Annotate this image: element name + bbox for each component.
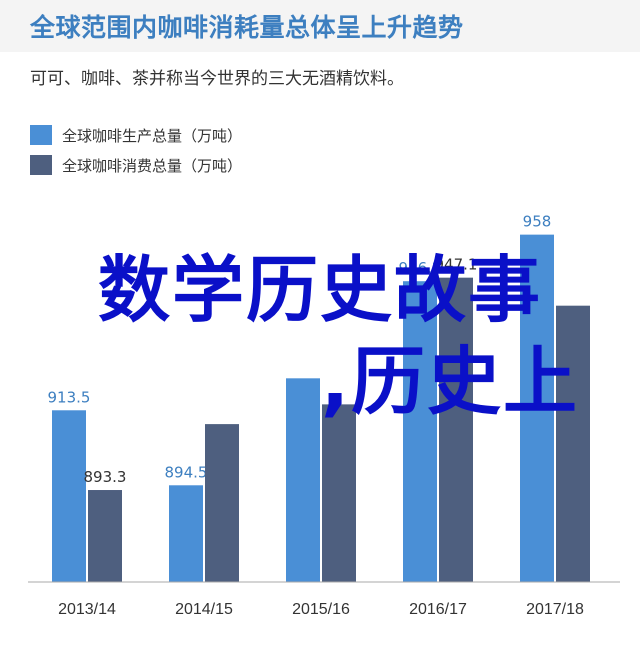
bar-production-2015/16 [286, 378, 320, 582]
overlay-caption-line2: ,历史上 [320, 339, 580, 425]
bar-consumption-2014/15 [205, 424, 239, 582]
data-label-consumption-2013/14: 893.3 [84, 468, 127, 486]
header-bar: 全球范围内咖啡消耗量总体呈上升趋势 [0, 0, 640, 52]
chart-subtitle: 可可、咖啡、茶并称当今世界的三大无酒精饮料。 [30, 69, 404, 89]
legend-item-consumption: 全球咖啡消费总量（万吨） [30, 150, 242, 180]
x-tick-label-2013/14: 2013/14 [58, 601, 116, 618]
chart-title: 全球范围内咖啡消耗量总体呈上升趋势 [30, 13, 464, 42]
legend: 全球咖啡生产总量（万吨） 全球咖啡消费总量（万吨） [30, 120, 242, 180]
data-label-consumption-2016/17: 947.1 [435, 256, 478, 274]
legend-item-production: 全球咖啡生产总量（万吨） [30, 120, 242, 150]
legend-label-production: 全球咖啡生产总量（万吨） [62, 126, 243, 145]
bar-production-2017/18 [520, 234, 554, 582]
legend-swatch-production [30, 125, 52, 145]
x-tick-label-2014/15: 2014/15 [175, 601, 233, 618]
bar-consumption-2017/18 [556, 305, 590, 582]
legend-label-consumption: 全球咖啡消费总量（万吨） [62, 156, 243, 175]
data-label-production-2016/17: 946.2 [399, 259, 442, 277]
x-tick-label-2017/18: 2017/18 [526, 601, 584, 618]
bar-consumption-2016/17 [439, 277, 473, 582]
x-tick-label-2016/17: 2016/17 [409, 601, 467, 618]
bar-consumption-2015/16 [322, 404, 356, 582]
data-label-production-2013/14: 913.5 [48, 388, 91, 406]
bar-production-2016/17 [403, 281, 437, 582]
data-label-production-2014/15: 894.5 [165, 463, 208, 481]
overlay-caption-line1: 数学历史故事 [97, 248, 542, 332]
data-label-production-2017/18: 958 [523, 213, 552, 231]
x-tick-label-2015/16: 2015/16 [292, 601, 350, 618]
bar-production-2014/15 [169, 485, 203, 582]
bar-consumption-2013/14 [88, 490, 122, 582]
bar-production-2013/14 [52, 410, 86, 582]
legend-swatch-consumption [30, 155, 52, 175]
